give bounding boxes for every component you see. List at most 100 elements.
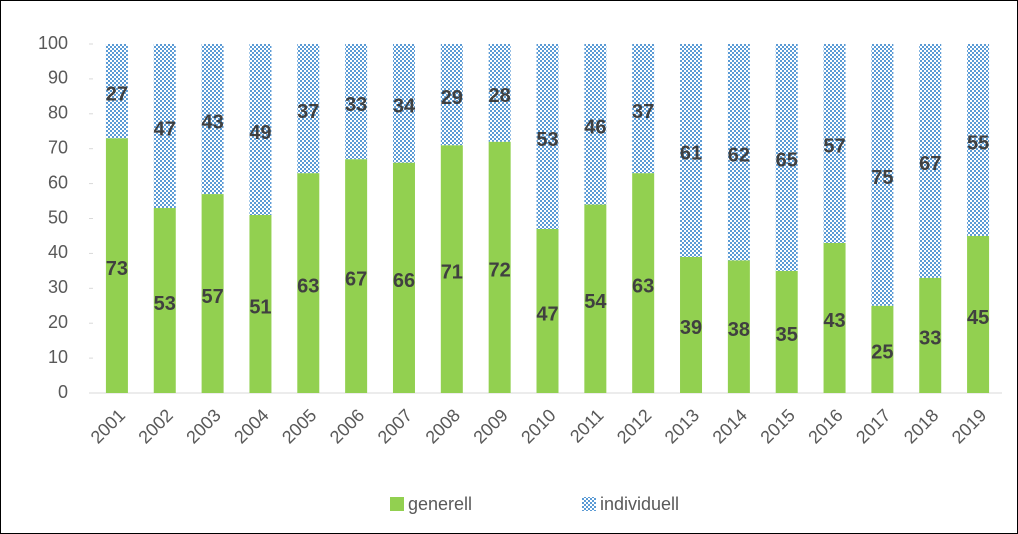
bar-segment: [584, 204, 607, 393]
bar-segment: [345, 159, 368, 393]
x-tick-label: 2004: [230, 405, 272, 447]
bar-segment: [919, 44, 942, 278]
value-label: 55: [967, 132, 989, 154]
value-label: 37: [632, 101, 654, 123]
y-tick-label: 90: [48, 68, 68, 88]
value-label: 57: [201, 286, 223, 308]
x-tick-label: 2001: [87, 405, 129, 447]
x-tick-label: 2016: [804, 405, 846, 447]
value-label: 61: [680, 143, 702, 165]
value-label: 37: [297, 101, 319, 123]
value-label: 62: [728, 144, 750, 166]
bar-segment: [967, 235, 990, 393]
x-tick-label: 2014: [709, 405, 751, 447]
value-label: 33: [345, 94, 367, 116]
value-label: 43: [823, 310, 845, 332]
bar-segment: [488, 141, 511, 393]
bar-segment: [775, 44, 798, 271]
value-label: 72: [489, 260, 511, 282]
y-tick-label: 0: [58, 382, 68, 402]
bar-segment: [584, 44, 607, 205]
value-label: 45: [967, 307, 989, 329]
bar-segment: [823, 242, 846, 393]
bar-segment: [727, 260, 750, 393]
x-tick-label: 2018: [900, 405, 942, 447]
bar-segment: [536, 228, 559, 393]
x-tick-label: 2012: [613, 405, 655, 447]
bar-segment: [823, 44, 846, 243]
x-tick-label: 2019: [948, 405, 990, 447]
bar-segment: [249, 215, 272, 393]
value-label: 67: [345, 268, 367, 290]
bar-segment: [201, 194, 224, 393]
legend-swatch: [582, 497, 596, 511]
value-label: 25: [871, 342, 893, 364]
bar-segment: [249, 44, 272, 216]
bar-segment: [345, 44, 368, 160]
x-tick-label: 2006: [326, 405, 368, 447]
bar-segment: [105, 138, 128, 393]
y-tick-label: 10: [48, 347, 68, 367]
value-label: 67: [919, 153, 941, 175]
value-label: 28: [489, 85, 511, 107]
value-label: 73: [106, 258, 128, 280]
x-tick-label: 2013: [661, 405, 703, 447]
bar-segment: [488, 44, 511, 142]
value-label: 35: [776, 324, 798, 346]
bar-segment: [919, 277, 942, 393]
x-tick-label: 2017: [852, 405, 894, 447]
value-label: 43: [201, 111, 223, 133]
x-tick-label: 2015: [756, 405, 798, 447]
bar-segment: [632, 44, 655, 174]
value-label: 39: [680, 317, 702, 339]
x-tick-label: 2007: [374, 405, 416, 447]
bar-segment: [871, 44, 894, 306]
x-tick-label: 2010: [517, 405, 559, 447]
y-tick-label: 100: [38, 33, 68, 53]
bar-segment: [392, 162, 415, 393]
bar-segment: [632, 173, 655, 393]
y-tick-label: 50: [48, 207, 68, 227]
value-label: 63: [297, 275, 319, 297]
value-label: 54: [584, 291, 607, 313]
bar-segment: [440, 44, 463, 146]
x-tick-label: 2009: [469, 405, 511, 447]
bar-segment: [967, 44, 990, 236]
value-label: 47: [154, 118, 176, 140]
bar-segment: [105, 44, 128, 139]
value-label: 71: [441, 261, 463, 283]
value-label: 57: [823, 136, 845, 158]
bar-segment: [392, 44, 415, 163]
y-tick-label: 30: [48, 277, 68, 297]
y-tick-label: 20: [48, 312, 68, 332]
bar-segment: [775, 270, 798, 393]
value-label: 34: [393, 96, 416, 118]
bar-segment: [201, 44, 224, 195]
legend-swatch: [390, 497, 404, 511]
value-label: 75: [871, 167, 893, 189]
bar-segment: [680, 256, 703, 393]
bar-segment: [297, 173, 320, 393]
bar-segment: [727, 44, 750, 261]
value-label: 27: [106, 83, 128, 105]
value-label: 38: [728, 319, 750, 341]
bar-segment: [680, 44, 703, 257]
value-label: 53: [536, 129, 558, 151]
x-tick-label: 2011: [566, 405, 608, 447]
legend-label: individuell: [600, 494, 679, 514]
x-tick-label: 2005: [278, 405, 320, 447]
value-label: 46: [584, 117, 606, 139]
y-tick-label: 60: [48, 172, 68, 192]
value-label: 49: [249, 122, 271, 144]
value-label: 33: [919, 328, 941, 350]
bar-segment: [153, 208, 176, 393]
bar-segment: [871, 305, 894, 393]
bar-segment: [536, 44, 559, 229]
bar-segment: [440, 145, 463, 393]
legend-label: generell: [408, 494, 472, 514]
y-tick-label: 70: [48, 137, 68, 157]
x-tick-label: 2002: [134, 405, 176, 447]
value-label: 53: [154, 293, 176, 315]
value-label: 29: [441, 87, 463, 109]
